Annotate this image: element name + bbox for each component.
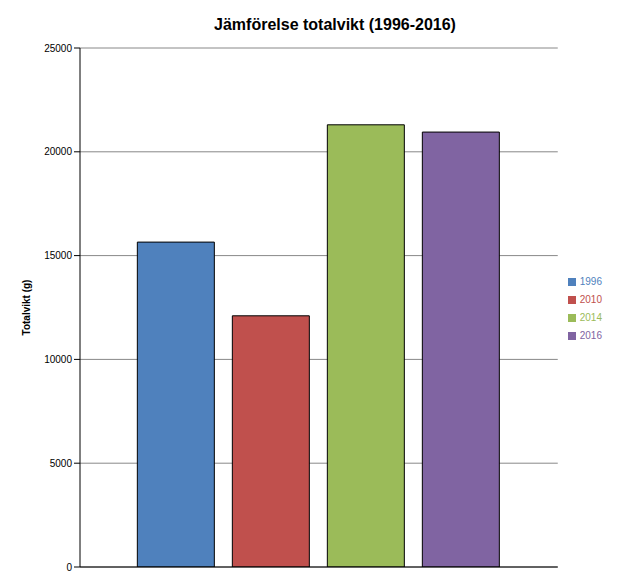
html-text:Jämförelse totalvikt (1996-201: Jämförelse totalvikt (1996-2016): [214, 16, 456, 33]
svg-text:20000: 20000: [44, 146, 72, 157]
html-text:2016: 2016: [579, 329, 602, 341]
html-text:2010: 2010: [579, 293, 602, 305]
svg-text:Totalvikt (g): Totalvikt (g): [21, 280, 32, 336]
svg-text:10000: 10000: [44, 354, 72, 365]
svg-text:25000: 25000: [44, 43, 72, 54]
svg-text:5000: 5000: [50, 458, 73, 469]
svg-text:15000: 15000: [44, 250, 72, 261]
svg-text:0: 0: [66, 562, 72, 573]
html-text:1996: 1996: [579, 275, 602, 287]
html-text:2014: 2014: [579, 311, 602, 323]
